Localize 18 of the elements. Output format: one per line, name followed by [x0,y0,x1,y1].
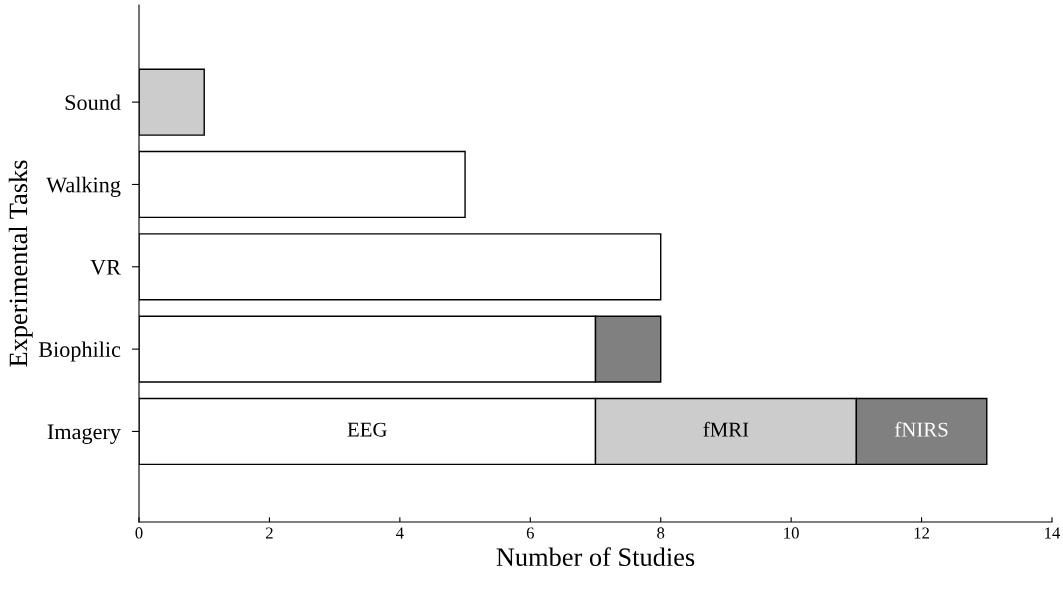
y-tick-label: Imagery [47,424,121,444]
y-tick-label: VR [90,259,121,275]
x-tick-label: 14 [1045,527,1061,539]
series-label: EEG [347,422,387,437]
y-axis-title: Experimental Tasks [8,160,33,367]
x-tick-label: 0 [135,527,143,539]
y-tick-label: Biophilic [38,341,121,362]
y-tick-label: Walking [46,176,121,197]
x-tick-label: 2 [265,527,273,539]
series-label: fNIRS [895,421,948,437]
series-label: fMRI [703,421,749,437]
y-tick-label: Sound [65,94,121,111]
x-axis-title: Number of Studies [496,547,695,567]
x-tick-label: 8 [657,527,665,539]
x-tick-label: 4 [396,527,404,539]
x-tick-label: 6 [526,527,534,539]
x-tick-label: 10 [784,527,799,539]
x-tick-label: 12 [914,527,929,539]
